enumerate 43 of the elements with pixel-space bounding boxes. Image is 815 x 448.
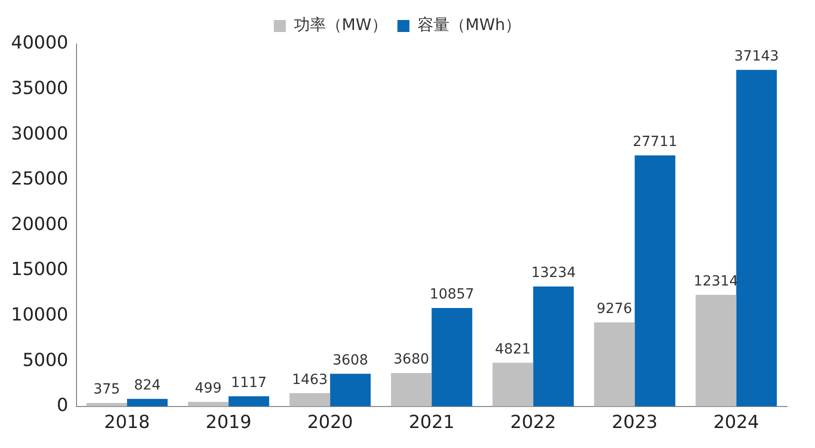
bar <box>330 374 371 406</box>
legend-label: 功率（MW） <box>294 15 388 34</box>
bar <box>228 396 270 406</box>
bar <box>634 155 676 406</box>
bar <box>289 393 330 406</box>
bar <box>127 398 168 406</box>
data-label: 499 <box>194 380 222 397</box>
legend-label: 容量（MWh） <box>417 15 522 34</box>
bar <box>736 70 777 406</box>
y-tick-label: 30000 <box>10 123 68 144</box>
bar <box>391 373 432 406</box>
data-label: 3680 <box>394 352 430 368</box>
x-tick-label: 2024 <box>713 412 760 433</box>
y-tick-label: 5000 <box>22 350 68 371</box>
x-tick-label: 2022 <box>510 412 556 433</box>
data-label: 1463 <box>292 372 328 388</box>
bar <box>492 362 534 406</box>
data-label: 37143 <box>734 48 779 65</box>
data-label: 1117 <box>231 374 267 391</box>
data-label: 10857 <box>430 286 474 303</box>
y-tick-label: 35000 <box>10 78 68 99</box>
x-tick-label: 2018 <box>104 412 150 433</box>
bar <box>696 294 736 406</box>
data-label: 13234 <box>531 265 576 282</box>
data-label: 3608 <box>332 352 368 368</box>
data-label: 824 <box>134 378 161 394</box>
data-label: 27711 <box>632 134 678 150</box>
data-label: 9276 <box>596 301 632 317</box>
x-tick-label: 2023 <box>612 412 658 433</box>
x-tick-label: 2019 <box>206 412 252 433</box>
x-tick-label: 2021 <box>408 412 455 433</box>
y-tick-label: 0 <box>56 395 68 416</box>
y-tick-label: 15000 <box>10 259 68 280</box>
y-tick-label: 40000 <box>10 32 68 54</box>
y-tick-label: 25000 <box>10 168 68 190</box>
data-label: 4821 <box>495 341 531 358</box>
bar <box>594 322 635 406</box>
bar <box>533 286 574 406</box>
y-tick-label: 20000 <box>10 214 68 235</box>
data-label: 375 <box>93 382 120 398</box>
x-tick-label: 2020 <box>307 412 353 433</box>
bar <box>432 308 472 406</box>
y-tick-label: 10000 <box>10 304 68 326</box>
